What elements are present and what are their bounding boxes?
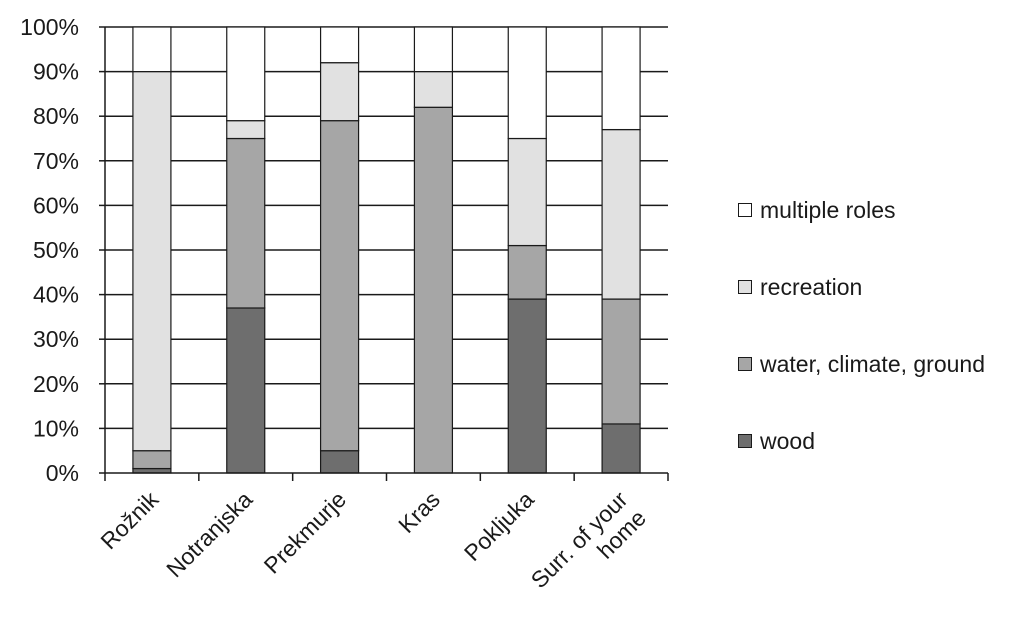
y-tick-label: 40% <box>33 282 79 308</box>
bar-segment-recreation-surr-of-your-home <box>601 128 641 300</box>
x-category-label-prekmurje: Prekmurje <box>259 486 351 578</box>
bar-segment-water-climate-ground-kras <box>413 106 454 474</box>
gridlines <box>105 26 668 430</box>
bar-segment-water-climate-ground-notranjska <box>226 137 266 309</box>
x-category-label-kras: Kras <box>393 486 445 538</box>
bar-segment-water-climate-ground-surr-of-your-home <box>601 298 641 425</box>
y-tick-label: 90% <box>33 59 79 85</box>
bars <box>132 26 641 474</box>
y-axis-tick-labels: 0% 10% 20% 30% 40% 50% 60% 70% 80% 90% 100% <box>20 14 79 486</box>
y-tick-label: 80% <box>33 103 79 129</box>
y-tick-label: 60% <box>33 192 79 218</box>
legend-swatch-wood <box>738 434 752 448</box>
legend-swatch-water-climate-ground <box>738 357 752 371</box>
legend-label-water-climate-ground: water, climate, ground <box>760 351 986 377</box>
bar-segment-water-climate-ground-ro-nik <box>132 450 172 470</box>
bar-segment-recreation-kras <box>413 70 454 108</box>
x-category-label-surr-of-your-home: Surr. of yourhome <box>526 486 652 612</box>
x-category-label-notranjska: Notranjska <box>161 486 257 582</box>
axes <box>99 26 669 481</box>
y-tick-label: 10% <box>33 415 79 441</box>
bar-segment-water-climate-ground-pokljuka <box>507 244 547 300</box>
bar-segment-wood-pokljuka <box>507 298 547 474</box>
bar-segment-water-climate-ground-prekmurje <box>319 120 360 452</box>
legend-swatch-multiple-roles <box>738 203 752 217</box>
bar-segment-multiple-roles-ro-nik <box>132 26 172 73</box>
bar-segment-recreation-notranjska <box>226 120 266 140</box>
bar-segment-recreation-prekmurje <box>319 62 360 122</box>
bar-segment-multiple-roles-kras <box>413 26 454 73</box>
bar-segment-multiple-roles-pokljuka <box>507 26 547 140</box>
legend-label-multiple-roles: multiple roles <box>760 197 896 223</box>
bar-segment-multiple-roles-prekmurje <box>319 26 360 64</box>
bar-segment-recreation-pokljuka <box>507 137 547 247</box>
y-tick-label: 100% <box>20 14 79 40</box>
y-tick-label: 70% <box>33 148 79 174</box>
x-category-label-pokljuka: Pokljuka <box>459 486 539 566</box>
legend-swatch-recreation <box>738 280 752 294</box>
y-tick-label: 30% <box>33 326 79 352</box>
y-tick-label: 50% <box>33 237 79 263</box>
bar-segment-multiple-roles-notranjska <box>226 26 266 122</box>
legend-label-wood: wood <box>760 428 815 454</box>
bar-segment-multiple-roles-surr-of-your-home <box>601 26 641 131</box>
bar-segment-wood-prekmurje <box>319 450 360 474</box>
bar-segment-recreation-ro-nik <box>132 70 172 452</box>
y-tick-label: 0% <box>46 460 79 486</box>
bar-segment-wood-notranjska <box>226 307 266 474</box>
legend-label-recreation: recreation <box>760 274 863 300</box>
bar-segment-wood-surr-of-your-home <box>601 423 641 474</box>
y-tick-label: 20% <box>33 371 79 397</box>
x-category-label-ro-nik: Rožnik <box>95 486 163 554</box>
